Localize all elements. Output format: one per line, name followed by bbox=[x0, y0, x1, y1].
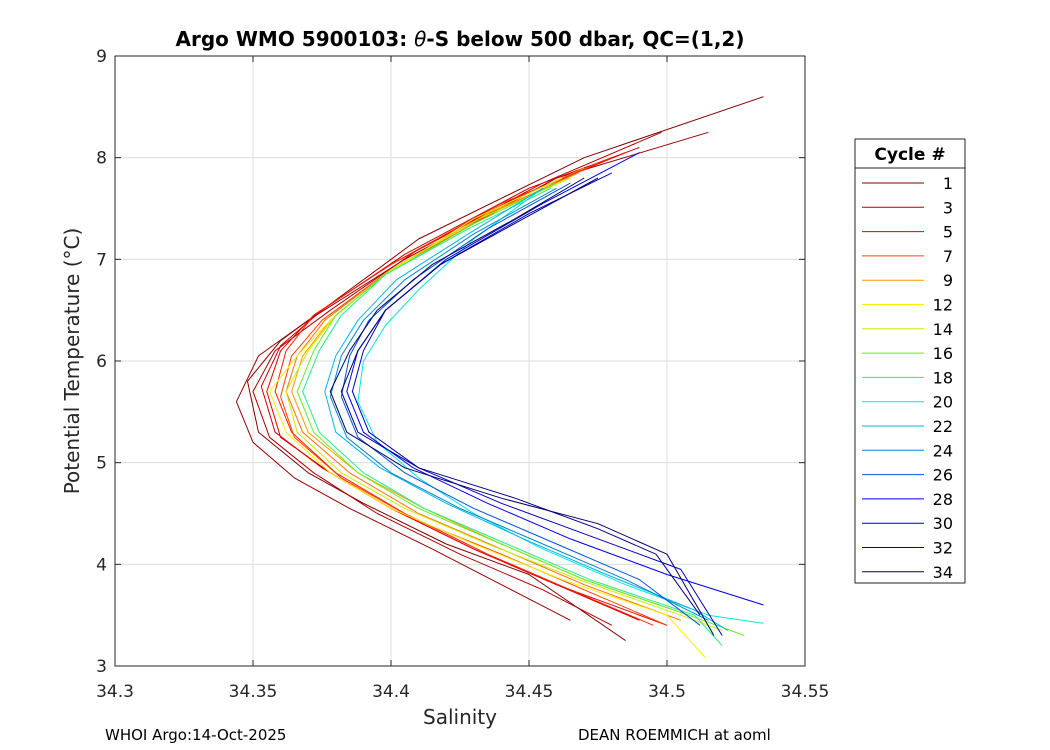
legend-label: 5 bbox=[943, 223, 953, 242]
y-axis-label: Potential Temperature (°C) bbox=[60, 228, 84, 495]
series-line-cycle-6 bbox=[274, 157, 654, 626]
legend-label: 9 bbox=[943, 271, 953, 290]
legend-label: 7 bbox=[943, 247, 953, 266]
series-line-cycle-26 bbox=[340, 182, 701, 626]
series-line-cycle-3 bbox=[252, 131, 662, 626]
legend-label: 32 bbox=[933, 539, 953, 558]
y-tick-label: 4 bbox=[96, 555, 107, 575]
legend-label: 12 bbox=[933, 296, 953, 315]
legend-label: 24 bbox=[933, 441, 953, 460]
x-tick-label: 34.55 bbox=[781, 682, 830, 702]
series-line-cycle-22 bbox=[324, 187, 728, 631]
y-tick-label: 8 bbox=[96, 149, 107, 169]
legend-label: 20 bbox=[933, 393, 953, 412]
x-tick-label: 34.35 bbox=[229, 682, 278, 702]
series-line-cycle-2 bbox=[235, 131, 709, 621]
axis-ticks: 34.3 34.35 34.4 34.45 34.5 34.55 3 4 5 6 7 8 9 bbox=[96, 47, 829, 702]
series-line-cycle-7 bbox=[280, 162, 668, 626]
x-tick-label: 34.4 bbox=[372, 682, 410, 702]
footer-left: WHOI Argo:14-Oct-2025 bbox=[105, 726, 287, 744]
legend-label: 30 bbox=[933, 514, 953, 533]
legend-label: 26 bbox=[933, 466, 953, 485]
series-line-cycle-28 bbox=[346, 152, 764, 606]
y-tick-label: 5 bbox=[96, 454, 107, 474]
y-tick-label: 3 bbox=[96, 657, 107, 677]
legend-label: 14 bbox=[933, 320, 953, 339]
series-line-cycle-9 bbox=[291, 172, 690, 616]
series-line-cycle-18 bbox=[302, 187, 723, 647]
series-group bbox=[235, 96, 764, 659]
x-axis-label: Salinity bbox=[423, 705, 497, 729]
x-tick-label: 34.45 bbox=[505, 682, 554, 702]
legend-entries: 1 3 5 7 9 12 14 16 18 20 22 24 26 28 30 32 34 bbox=[862, 174, 953, 582]
legend-label: 16 bbox=[933, 344, 953, 363]
legend-label: 18 bbox=[933, 368, 953, 387]
series-line-cycle-32 bbox=[340, 177, 701, 616]
chart-title-prefix: Argo WMO 5900103: bbox=[176, 27, 415, 51]
legend: Cycle # 1 3 5 7 9 12 14 16 18 20 22 24 26 28 30 32 34 bbox=[854, 138, 966, 584]
footer-right: DEAN ROEMMICH at aoml bbox=[578, 726, 771, 744]
chart-title-theta: θ bbox=[414, 27, 426, 51]
series-line-cycle-24 bbox=[329, 187, 709, 621]
legend-box bbox=[854, 138, 966, 584]
series-line-cycle-14 bbox=[285, 177, 723, 631]
grid-lines bbox=[115, 56, 805, 666]
chart-title-suffix: -S below 500 dbar, QC=(1,2) bbox=[426, 27, 744, 51]
chart-title: Argo WMO 5900103: θ-S below 500 dbar, QC… bbox=[176, 27, 745, 51]
series-line-cycle-12 bbox=[269, 177, 706, 659]
y-tick-label: 6 bbox=[96, 352, 107, 372]
legend-label: 34 bbox=[933, 563, 953, 582]
legend-label: 3 bbox=[943, 198, 953, 217]
y-tick-label: 9 bbox=[96, 47, 107, 67]
series-line-cycle-34 bbox=[329, 177, 715, 636]
legend-title: Cycle # bbox=[874, 145, 945, 165]
x-tick-label: 34.3 bbox=[96, 682, 134, 702]
x-tick-label: 34.5 bbox=[648, 682, 686, 702]
y-tick-label: 7 bbox=[96, 250, 107, 270]
series-line-cycle-1 bbox=[247, 96, 764, 642]
legend-label: 1 bbox=[943, 174, 953, 193]
legend-label: 22 bbox=[933, 417, 953, 436]
legend-label: 28 bbox=[933, 490, 953, 509]
